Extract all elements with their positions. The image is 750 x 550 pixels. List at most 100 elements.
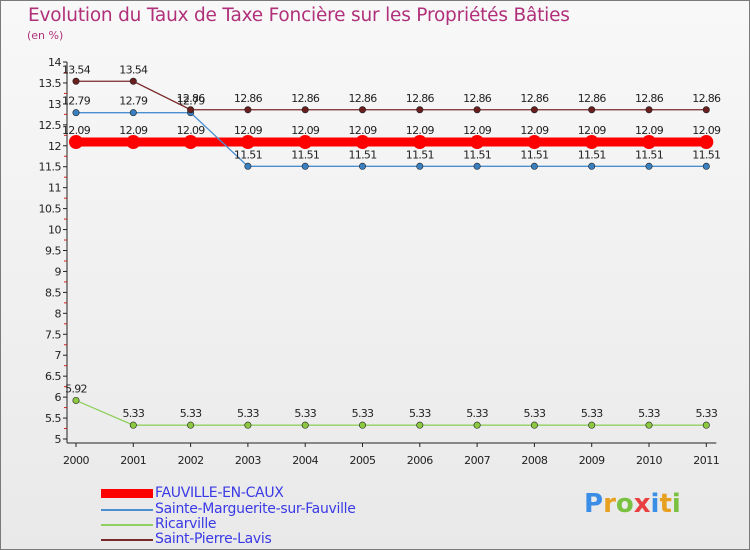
data-label: 11.51 — [349, 148, 377, 161]
data-label: 5.33 — [695, 407, 717, 420]
data-point — [126, 135, 141, 150]
data-point — [588, 162, 596, 170]
data-label: 11.51 — [463, 148, 491, 161]
data-point — [642, 135, 656, 150]
data-point — [72, 109, 80, 117]
x-tick-label: 2002 — [178, 454, 204, 467]
data-label: 11.51 — [578, 148, 606, 161]
data-point — [244, 421, 252, 429]
data-label: 5.33 — [409, 407, 431, 420]
data-point — [702, 421, 710, 429]
series-line-Ricarville — [75, 399, 707, 426]
legend-label: Ricarville — [155, 516, 217, 532]
data-label: 12.09 — [234, 124, 263, 137]
data-point — [473, 106, 481, 114]
data-point — [187, 106, 195, 114]
data-point — [588, 106, 596, 114]
data-label: 12.86 — [520, 92, 549, 105]
data-point — [298, 135, 313, 150]
data-point — [702, 162, 710, 170]
x-tick-label: 2006 — [407, 454, 433, 467]
legend-label: Saint-Pierre-Lavis — [155, 531, 272, 547]
logo-letter: i — [650, 489, 660, 519]
data-point — [129, 109, 137, 117]
y-tick-label: 10.5 — [39, 203, 62, 216]
logo-letter: P — [584, 489, 604, 519]
data-point — [187, 421, 195, 429]
data-label: 11.51 — [234, 148, 262, 161]
legend-label: FAUVILLE-EN-CAUX — [155, 485, 284, 501]
data-label: 11.51 — [635, 148, 663, 161]
data-label: 13.54 — [62, 63, 91, 76]
legend-swatch — [101, 509, 153, 511]
data-point — [530, 106, 538, 114]
legend-label: Sainte-Marguerite-sur-Fauville — [155, 501, 356, 517]
logo-letter: i — [671, 489, 681, 519]
data-point — [358, 162, 366, 170]
x-tick-label: 2003 — [235, 454, 261, 467]
y-tick-label: 13.5 — [39, 77, 62, 90]
data-label: 12.09 — [119, 124, 148, 137]
y-tick-label: 9 — [55, 265, 62, 278]
y-tick-label: 7 — [55, 349, 62, 362]
data-point — [412, 135, 427, 150]
chart-title: Evolution du Taux de Taxe Foncière sur l… — [28, 5, 570, 26]
data-label: 12.09 — [635, 124, 664, 137]
y-tick-label: 5.5 — [45, 412, 61, 425]
data-point — [473, 421, 481, 429]
logo-letter: t — [659, 489, 672, 519]
logo-letter: r — [603, 489, 616, 519]
x-tick-label: 2001 — [120, 454, 146, 467]
data-label: 12.86 — [349, 92, 378, 105]
data-label: 12.09 — [62, 124, 91, 137]
data-label: 12.86 — [578, 92, 607, 105]
x-tick-label: 2008 — [521, 454, 547, 467]
data-label: 12.09 — [291, 124, 320, 137]
data-point — [301, 106, 309, 114]
data-point — [244, 106, 252, 114]
data-label: 5.33 — [122, 407, 144, 420]
data-label: 5.33 — [352, 407, 374, 420]
data-point — [358, 106, 366, 114]
data-point — [416, 106, 424, 114]
y-tick-label: 7.5 — [45, 328, 61, 341]
x-tick-label: 2004 — [292, 454, 318, 467]
data-label: 12.86 — [406, 92, 435, 105]
data-point — [527, 135, 542, 150]
data-point — [355, 135, 370, 150]
series-line-Sainte-Marguerite-sur-Fauville — [76, 112, 707, 167]
data-label: 12.86 — [635, 92, 664, 105]
logo-letter: x — [633, 489, 651, 519]
data-label: 12.09 — [520, 124, 549, 137]
data-point — [301, 421, 309, 429]
legend-swatch — [101, 539, 153, 541]
data-label: 12.79 — [119, 95, 148, 108]
data-label: 12.09 — [406, 124, 435, 137]
y-tick-label: 5 — [55, 433, 62, 446]
data-point — [240, 135, 255, 150]
data-label: 12.79 — [177, 95, 206, 108]
data-label: 13.54 — [119, 63, 148, 76]
data-label: 12.86 — [291, 92, 320, 105]
y-tick-label: 8 — [55, 307, 62, 320]
y-tick-label: 14 — [48, 56, 61, 69]
data-point — [358, 421, 366, 429]
data-label: 12.09 — [578, 124, 607, 137]
y-tick-label: 11.5 — [39, 161, 62, 174]
data-label: 5.92 — [65, 382, 87, 395]
proxiti-logo: Proxiti — [584, 489, 681, 519]
data-point — [530, 162, 538, 170]
data-point — [588, 421, 596, 429]
data-label: 12.86 — [692, 92, 721, 105]
data-point — [645, 106, 653, 114]
unit-label: (en %) — [27, 29, 64, 42]
data-label: 5.33 — [180, 407, 202, 420]
data-point — [183, 135, 198, 150]
y-tick-label: 8.5 — [45, 286, 61, 299]
data-label: 12.09 — [463, 124, 492, 137]
data-label: 12.86 — [234, 92, 263, 105]
x-tick-label: 2010 — [636, 454, 662, 467]
data-point — [702, 106, 710, 114]
